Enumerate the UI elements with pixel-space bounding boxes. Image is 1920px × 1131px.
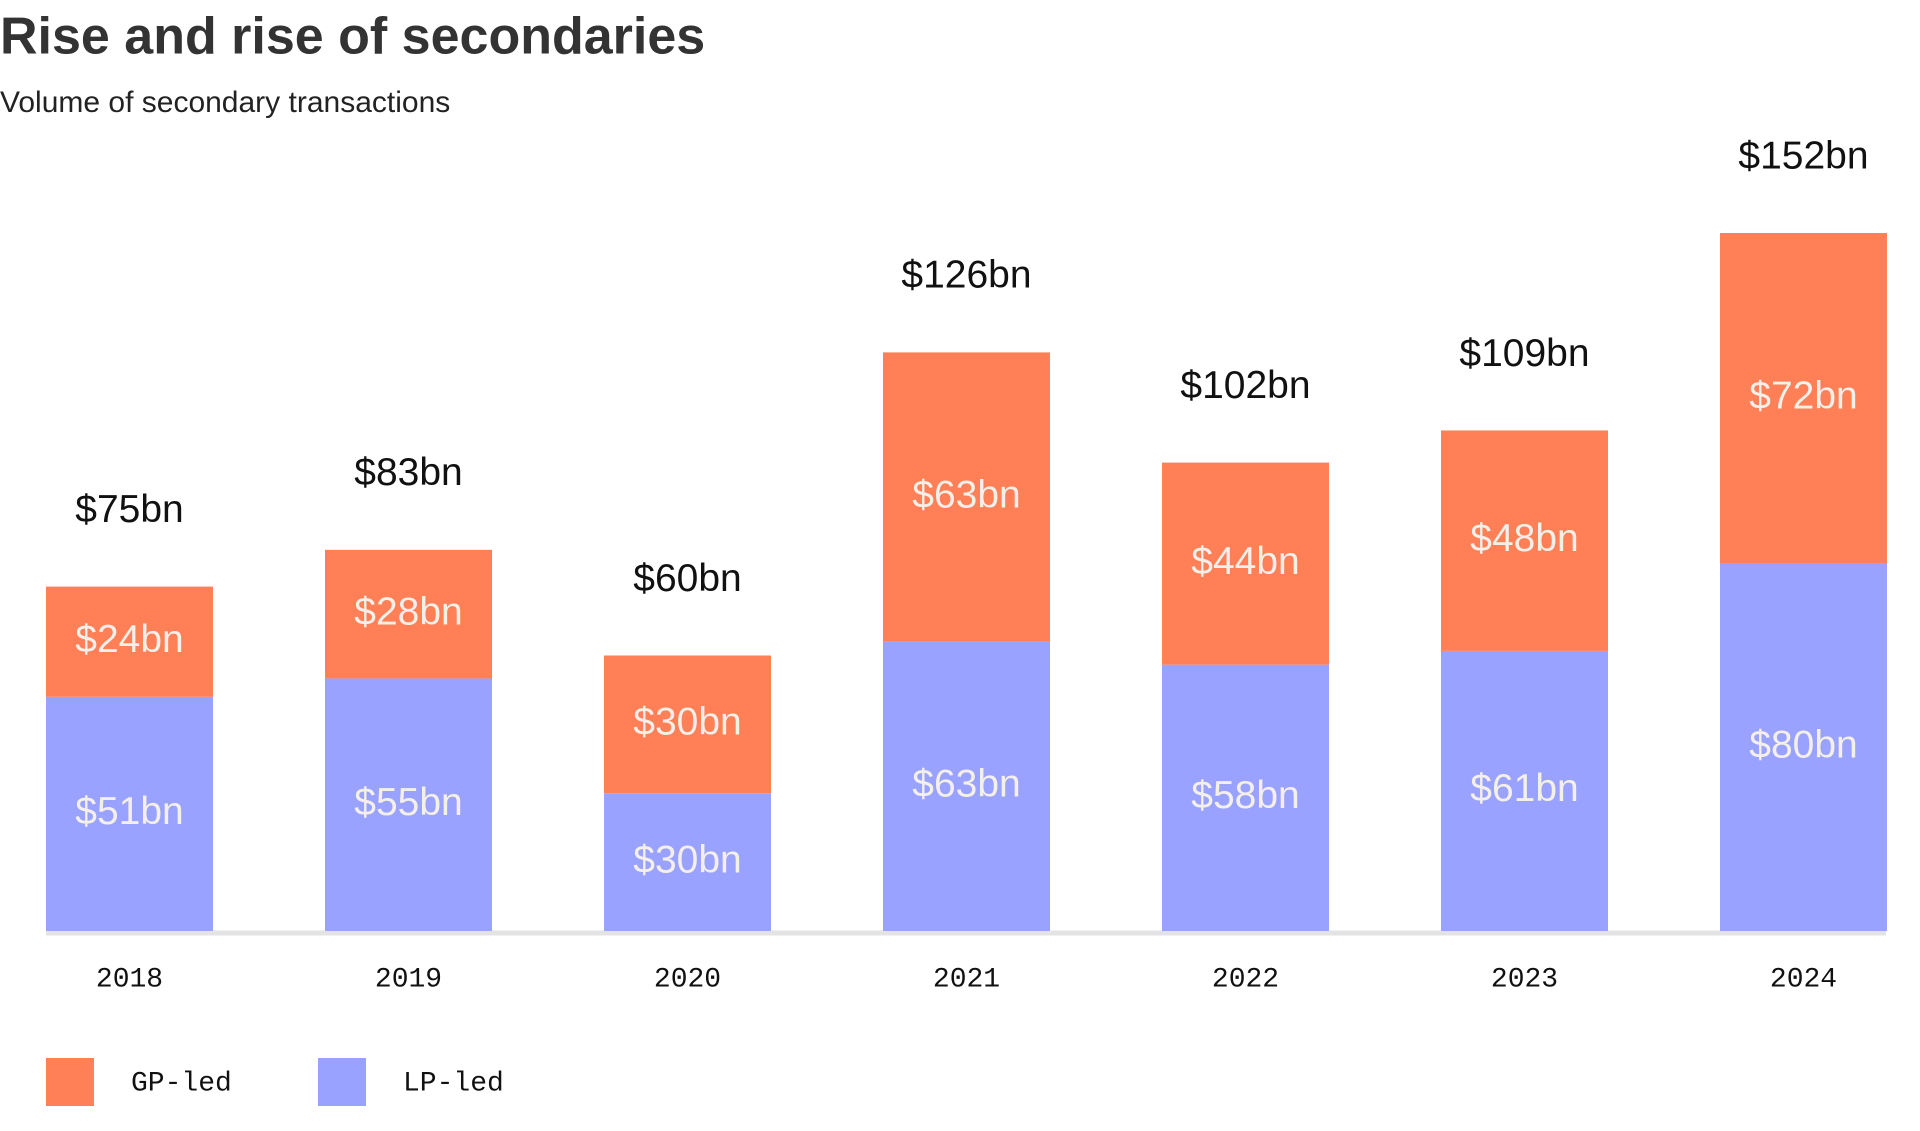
x-tick-label: 2018 bbox=[96, 964, 163, 995]
segment-label: $58bn bbox=[1191, 774, 1299, 817]
total-label: $83bn bbox=[354, 451, 462, 494]
segment-label: $51bn bbox=[75, 790, 183, 833]
segment-label: $30bn bbox=[633, 701, 741, 744]
segment-label: $30bn bbox=[633, 838, 741, 881]
total-label: $75bn bbox=[75, 488, 183, 531]
bar-segment bbox=[46, 586, 213, 697]
segment-label: $24bn bbox=[75, 618, 183, 661]
x-tick-label: 2022 bbox=[1212, 964, 1279, 995]
bar-segment bbox=[604, 793, 771, 931]
total-label: $126bn bbox=[901, 254, 1031, 297]
segment-label: $63bn bbox=[912, 763, 1020, 806]
bar-segment bbox=[1162, 664, 1329, 931]
bar-segment bbox=[46, 696, 213, 931]
segment-label: $55bn bbox=[354, 781, 462, 824]
bar-segment bbox=[325, 678, 492, 931]
bar-segment bbox=[1441, 650, 1608, 931]
segment-label: $80bn bbox=[1749, 724, 1857, 767]
total-label: $60bn bbox=[633, 557, 741, 600]
x-tick-label: 2019 bbox=[375, 964, 442, 995]
total-label: $152bn bbox=[1738, 134, 1868, 177]
x-tick-label: 2024 bbox=[1770, 964, 1837, 995]
x-tick-label: 2020 bbox=[654, 964, 721, 995]
bar-segment bbox=[1441, 430, 1608, 651]
total-label: $102bn bbox=[1180, 364, 1310, 407]
legend-swatch bbox=[46, 1058, 94, 1106]
bar-segment bbox=[883, 352, 1050, 642]
chart-title: Rise and rise of secondaries bbox=[0, 8, 705, 66]
legend-label: GP-led bbox=[131, 1068, 232, 1099]
bar-segment bbox=[1162, 462, 1329, 665]
segment-label: $44bn bbox=[1191, 540, 1299, 583]
legend-label: LP-led bbox=[403, 1068, 504, 1099]
legend-swatch bbox=[318, 1058, 366, 1106]
x-tick-label: 2021 bbox=[933, 964, 1000, 995]
bar-segment bbox=[883, 641, 1050, 931]
segment-label: $61bn bbox=[1470, 767, 1578, 810]
chart-subtitle: Volume of secondary transactions bbox=[0, 86, 450, 119]
bar-segment bbox=[325, 549, 492, 679]
segment-label: $28bn bbox=[354, 590, 462, 633]
segment-label: $48bn bbox=[1470, 517, 1578, 560]
bar-segment bbox=[1720, 563, 1887, 931]
bar-segment bbox=[1720, 233, 1887, 564]
total-label: $109bn bbox=[1459, 332, 1589, 375]
x-tick-label: 2023 bbox=[1491, 964, 1558, 995]
bar-segment bbox=[604, 655, 771, 794]
segment-label: $72bn bbox=[1749, 375, 1857, 418]
segment-label: $63bn bbox=[912, 473, 1020, 516]
